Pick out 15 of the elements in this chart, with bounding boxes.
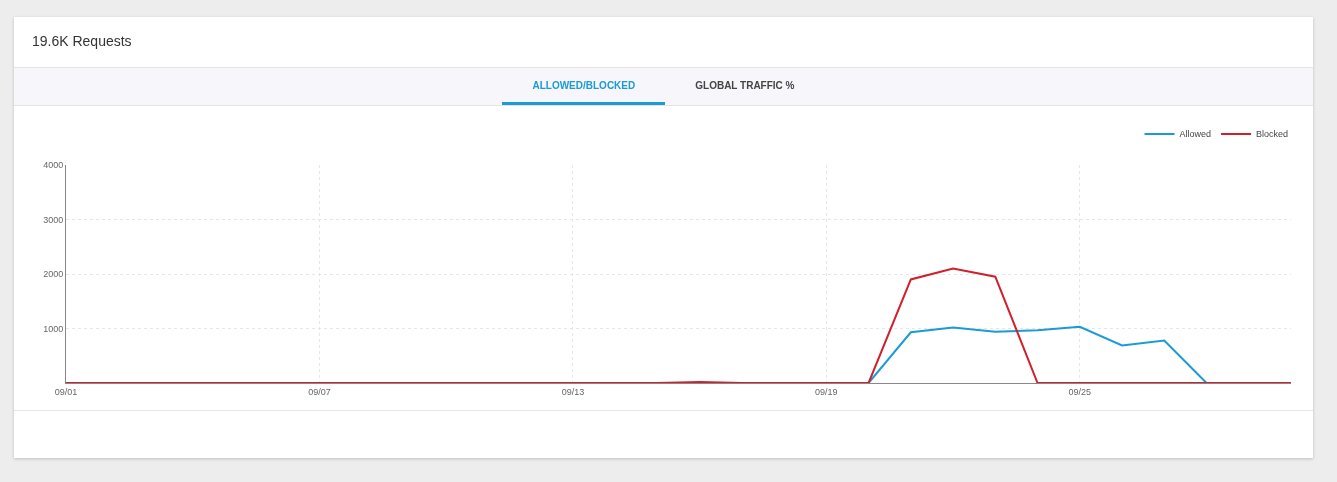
y-tick-label: 3000: [43, 214, 64, 225]
chart-title: 19.6K Requests: [32, 33, 132, 49]
x-tick-label: 09/19: [815, 386, 838, 397]
legend-label: Allowed: [1179, 129, 1212, 140]
x-tick-label: 09/25: [1068, 386, 1092, 397]
x-tick-label: 09/01: [54, 386, 78, 397]
line-series: [867, 325, 1208, 383]
text: GLOBAL TRAFFIC %: [694, 79, 796, 93]
x-tick-label: 09/07: [308, 386, 331, 397]
text: ALLOWED/BLOCKED: [502, 68, 666, 105]
x-tick-label: 09/13: [561, 386, 585, 397]
y-tick-label: 4000: [43, 160, 64, 171]
y-tick-label: 2000: [43, 269, 64, 280]
y-tick-label: 1000: [43, 323, 64, 334]
legend-label: Blocked: [1256, 129, 1289, 140]
